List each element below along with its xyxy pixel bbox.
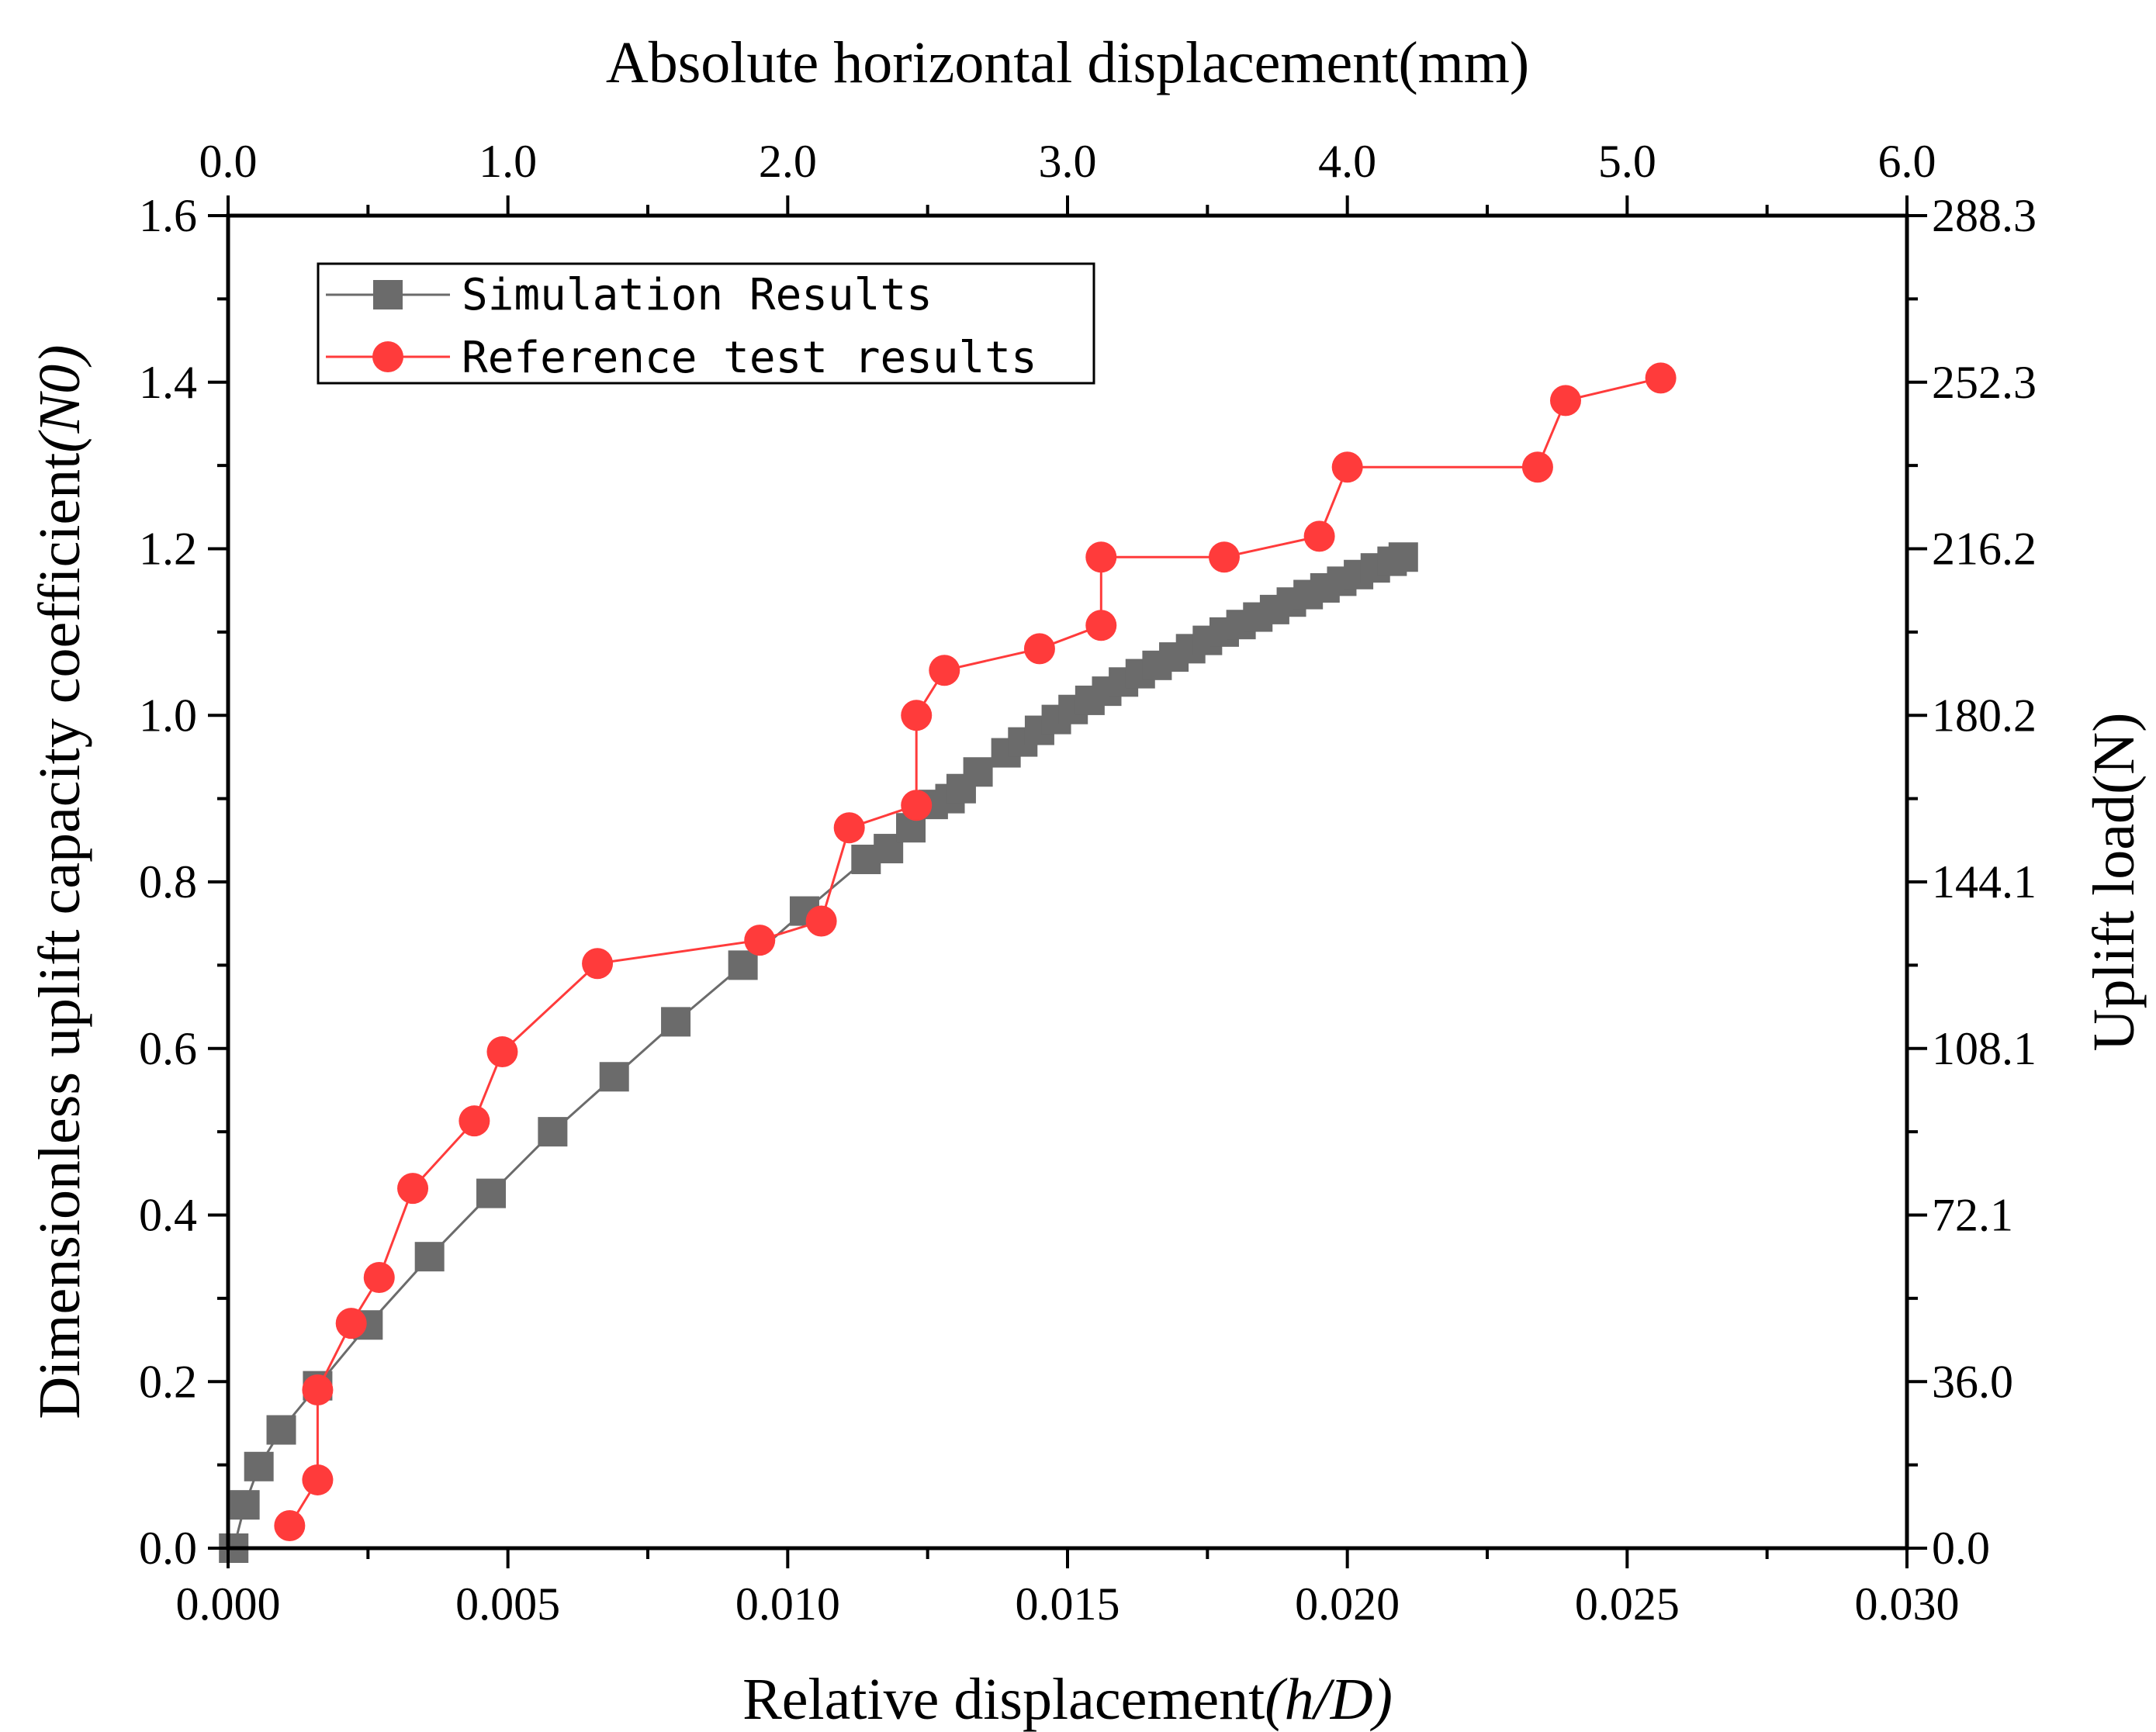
- y2-tick-label: 216.2: [1932, 524, 2037, 575]
- data-point-reference: [1023, 633, 1055, 665]
- data-point-reference: [1521, 451, 1553, 483]
- x-tick-label: 0.020: [1295, 1578, 1400, 1630]
- data-point-simulation: [661, 1007, 691, 1037]
- y-tick-label: 0.8: [139, 856, 197, 907]
- x2-tick-label: 3.0: [1039, 136, 1097, 187]
- data-point-reference: [744, 925, 776, 956]
- data-point-simulation: [266, 1415, 296, 1445]
- y-tick-label: 1.4: [139, 357, 197, 408]
- x-tick-label: 0.000: [176, 1578, 281, 1630]
- y2-axis-title: Uplift load(N): [2082, 713, 2147, 1052]
- y-axis-title: Dimensionless uplift capacity coefficien…: [27, 344, 92, 1419]
- data-point-reference: [302, 1374, 334, 1405]
- y-axis-title-text: Dimensionless uplift capacity coefficien…: [27, 453, 92, 1419]
- data-point-reference: [459, 1105, 490, 1137]
- data-point-reference: [486, 1036, 518, 1068]
- data-point-simulation: [476, 1178, 507, 1208]
- data-point-reference: [929, 655, 960, 686]
- y-tick-label: 0.4: [139, 1190, 197, 1241]
- x-tick-label: 0.015: [1016, 1578, 1120, 1630]
- x-tick-label: 0.025: [1575, 1578, 1680, 1630]
- x-tick-label: 0.030: [1855, 1578, 1960, 1630]
- y-axis-title-math: (N0): [27, 344, 92, 452]
- data-point-reference: [274, 1510, 306, 1542]
- legend-label-reference: Reference test results: [462, 333, 1037, 383]
- data-point-reference: [1085, 610, 1117, 641]
- data-point-simulation: [1388, 542, 1418, 572]
- y2-tick-label: 252.3: [1932, 357, 2037, 408]
- x-tick-label: 0.005: [455, 1578, 560, 1630]
- data-point-simulation: [963, 757, 993, 787]
- x2-axis-title: Absolute horizontal displacement(mm): [606, 30, 1529, 95]
- y2-tick-label: 72.1: [1932, 1190, 2013, 1241]
- y2-tick-label: 144.1: [1932, 856, 2037, 907]
- data-point-reference: [582, 948, 614, 980]
- x-tick-label: 0.010: [735, 1578, 840, 1630]
- x2-tick-label: 4.0: [1318, 136, 1376, 187]
- x2-tick-label: 5.0: [1598, 136, 1656, 187]
- data-point-reference: [901, 700, 933, 731]
- data-point-reference: [1303, 520, 1335, 552]
- y2-tick-label: 180.2: [1932, 690, 2037, 741]
- data-point-reference: [901, 790, 933, 821]
- data-point-reference: [805, 905, 837, 937]
- legend-marker-reference: [372, 341, 403, 372]
- series-layer: [219, 362, 1677, 1563]
- data-point-simulation: [538, 1117, 568, 1147]
- plot-area: [228, 216, 1907, 1548]
- x2-tick-label: 1.0: [479, 136, 537, 187]
- legend-box: [317, 262, 1095, 385]
- y-tick-label: 1.2: [139, 524, 197, 575]
- y-tick-label: 0.0: [139, 1523, 197, 1574]
- legend: Simulation Results Reference test result…: [317, 262, 1095, 385]
- data-point-simulation: [599, 1062, 629, 1092]
- x-axis-title: Relative displacement(h/D): [742, 1667, 1393, 1732]
- data-point-simulation: [230, 1490, 260, 1520]
- x-axis-title-math: (h/D): [1265, 1667, 1393, 1732]
- data-point-simulation: [728, 950, 758, 980]
- x2-tick-label: 2.0: [759, 136, 817, 187]
- data-point-reference: [335, 1308, 367, 1340]
- y-tick-label: 0.2: [139, 1356, 197, 1407]
- data-point-reference: [1085, 541, 1117, 573]
- data-point-simulation: [414, 1242, 445, 1272]
- data-point-reference: [397, 1173, 429, 1205]
- y2-tick-label: 0.0: [1932, 1523, 1990, 1574]
- x-axis-title-text: Relative displacement: [742, 1667, 1265, 1732]
- x2-tick-label: 6.0: [1878, 136, 1936, 187]
- x2-tick-label: 0.0: [199, 136, 258, 187]
- data-point-reference: [1331, 451, 1363, 483]
- y-tick-label: 0.6: [139, 1023, 197, 1074]
- data-point-reference: [1549, 385, 1581, 417]
- y-tick-label: 1.6: [139, 190, 197, 241]
- y2-tick-label: 108.1: [1932, 1023, 2037, 1074]
- data-point-reference: [302, 1464, 334, 1495]
- data-point-reference: [1208, 541, 1240, 573]
- data-point-simulation: [244, 1451, 274, 1481]
- y-tick-label: 1.0: [139, 690, 197, 741]
- data-point-reference: [1645, 362, 1677, 394]
- data-point-reference: [833, 812, 865, 844]
- y2-tick-label: 36.0: [1932, 1356, 2013, 1407]
- legend-label-simulation: Simulation Results: [462, 270, 933, 320]
- y2-tick-label: 288.3: [1932, 190, 2037, 241]
- legend-marker-simulation: [373, 280, 403, 309]
- data-point-reference: [363, 1262, 395, 1294]
